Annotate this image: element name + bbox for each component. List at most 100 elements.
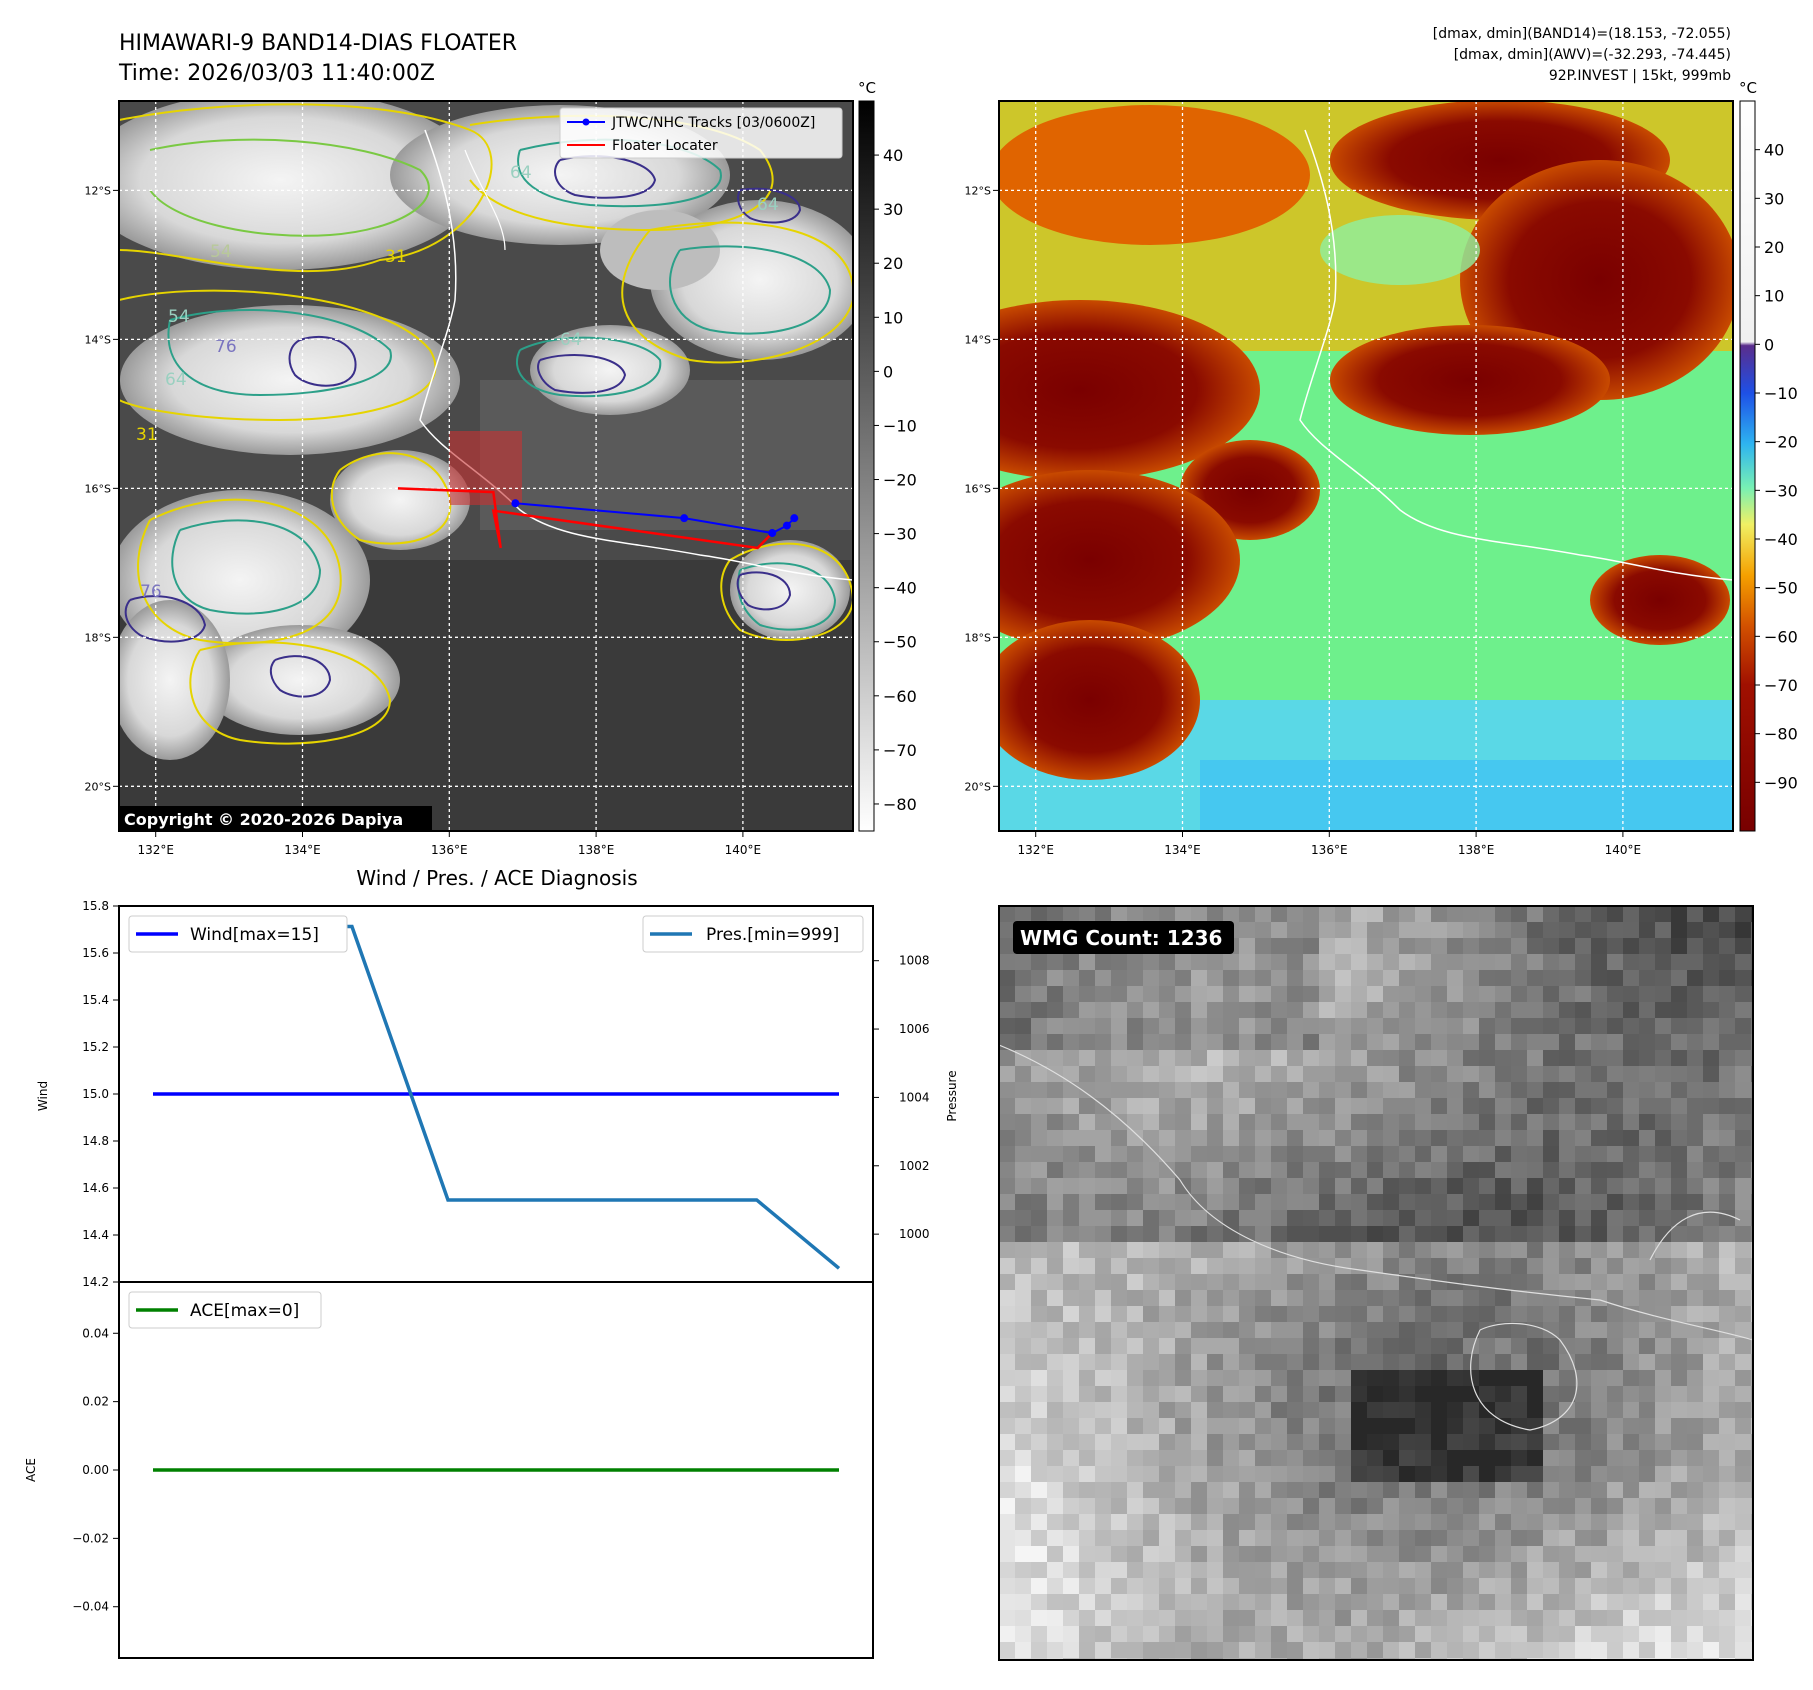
wmg-pixel: [1239, 1018, 1255, 1034]
wmg-pixel: [1271, 1530, 1287, 1546]
wmg-pixel: [1399, 1082, 1415, 1098]
copyright-box: [119, 806, 432, 832]
wmg-pixel: [1639, 938, 1655, 954]
wmg-pixel: [1255, 1002, 1271, 1018]
wmg-pixel: [1511, 1050, 1527, 1066]
wmg-pixel: [1479, 970, 1495, 986]
wmg-pixel: [1511, 1242, 1527, 1258]
wmg-pixel: [1287, 1418, 1303, 1434]
wmg-pixel: [1015, 1322, 1031, 1338]
wmg-pixel: [1079, 970, 1095, 986]
wmg-pixel: [1127, 1466, 1143, 1482]
wmg-pixel: [1303, 1178, 1319, 1194]
wmg-pixel: [1111, 1130, 1127, 1146]
wmg-pixel: [1367, 970, 1383, 986]
wmg-pixel: [1447, 1434, 1463, 1450]
wmg-pixel: [1335, 1530, 1351, 1546]
wmg-pixel: [1671, 1402, 1687, 1418]
wmg-pixel: [1543, 1322, 1559, 1338]
wmg-pixel: [1287, 954, 1303, 970]
wmg-pixel: [1431, 1066, 1447, 1082]
wmg-pixel: [1591, 1178, 1607, 1194]
wmg-pixel: [1719, 954, 1735, 970]
wmg-pixel: [1623, 1370, 1639, 1386]
wmg-pixel: [1559, 1562, 1575, 1578]
wmg-pixel: [1495, 1066, 1511, 1082]
wmg-pixel: [1415, 1098, 1431, 1114]
wmg-pixel: [1623, 1258, 1639, 1274]
wmg-pixel: [1447, 1034, 1463, 1050]
wmg-pixel: [1031, 1338, 1047, 1354]
wmg-pixel: [1639, 1098, 1655, 1114]
wmg-pixel: [1399, 938, 1415, 954]
wmg-pixel: [1095, 1322, 1111, 1338]
wmg-pixel: [1223, 1626, 1239, 1642]
wmg-pixel: [1111, 1226, 1127, 1242]
wmg-pixel: [1063, 1338, 1079, 1354]
wmg-pixel: [1303, 1418, 1319, 1434]
wmg-pixel: [1623, 1514, 1639, 1530]
wmg-pixel: [1303, 1578, 1319, 1594]
wmg-pixel: [1111, 1562, 1127, 1578]
wmg-frame: [998, 905, 1754, 1661]
wmg-pixel: [1527, 1562, 1543, 1578]
wmg-pixel: [1607, 1418, 1623, 1434]
wmg-pixel: [1223, 1370, 1239, 1386]
wmg-pixel: [1287, 970, 1303, 986]
wmg-pixel: [1287, 1514, 1303, 1530]
wmg-pixel: [1143, 1450, 1159, 1466]
wmg-pixel: [1287, 1114, 1303, 1130]
wmg-pixel: [1607, 1034, 1623, 1050]
wmg-pixel: [1303, 1386, 1319, 1402]
wmg-pixel: [1447, 1482, 1463, 1498]
wmg-pixel: [1543, 1498, 1559, 1514]
wmg-pixel: [1575, 1322, 1591, 1338]
wmg-pixel: [1511, 1626, 1527, 1642]
wmg-pixel: [1191, 1530, 1207, 1546]
wmg-pixel: [1239, 1130, 1255, 1146]
wmg-pixel: [1543, 1466, 1559, 1482]
wmg-pixel: [1271, 1050, 1287, 1066]
wmg-pixel: [1591, 1450, 1607, 1466]
wmg-pixel: [1159, 906, 1175, 922]
wmg-pixel: [1031, 906, 1047, 922]
wmg-pixel: [1511, 1402, 1527, 1418]
wmg-pixel: [1575, 1034, 1591, 1050]
wmg-pixel: [1623, 1434, 1639, 1450]
wmg-pixel: [1319, 1162, 1335, 1178]
wmg-pixel: [1511, 1594, 1527, 1610]
awv-colorbar-tick-label: 40: [1764, 141, 1784, 160]
wmg-pixel: [1271, 1194, 1287, 1210]
wmg-pixel: [999, 1370, 1015, 1386]
wmg-pixel: [1127, 1370, 1143, 1386]
wmg-pixel: [1447, 1626, 1463, 1642]
wmg-pixel: [1431, 1162, 1447, 1178]
wmg-pixel: [1623, 954, 1639, 970]
wmg-pixel: [1255, 1194, 1271, 1210]
wmg-pixel: [1351, 1610, 1367, 1626]
wmg-pixel: [1495, 1642, 1511, 1658]
wmg-pixel: [1175, 1034, 1191, 1050]
wmg-pixel: [1127, 1194, 1143, 1210]
wmg-pixel: [1207, 1594, 1223, 1610]
wmg-pixel: [1223, 1002, 1239, 1018]
wmg-pixel: [1143, 1578, 1159, 1594]
wmg-pixel: [1255, 1146, 1271, 1162]
wmg-pixel: [1383, 1226, 1399, 1242]
wmg-pixel: [1239, 986, 1255, 1002]
wmg-pixel: [1159, 1098, 1175, 1114]
wmg-pixel: [1271, 1290, 1287, 1306]
wmg-pixel: [1047, 1162, 1063, 1178]
wmg-pixel: [1687, 1514, 1703, 1530]
wmg-pixel: [1591, 1594, 1607, 1610]
wmg-pixel: [1175, 1162, 1191, 1178]
wmg-pixel: [1191, 1386, 1207, 1402]
wmg-pixel: [1207, 1418, 1223, 1434]
wmg-pixel: [1463, 1050, 1479, 1066]
wmg-pixel: [1111, 1066, 1127, 1082]
wmg-pixel: [1287, 1482, 1303, 1498]
wmg-pixel: [1319, 1578, 1335, 1594]
wmg-pixel: [1735, 1418, 1751, 1434]
wmg-pixel: [1127, 1562, 1143, 1578]
wmg-pixel: [1575, 1258, 1591, 1274]
